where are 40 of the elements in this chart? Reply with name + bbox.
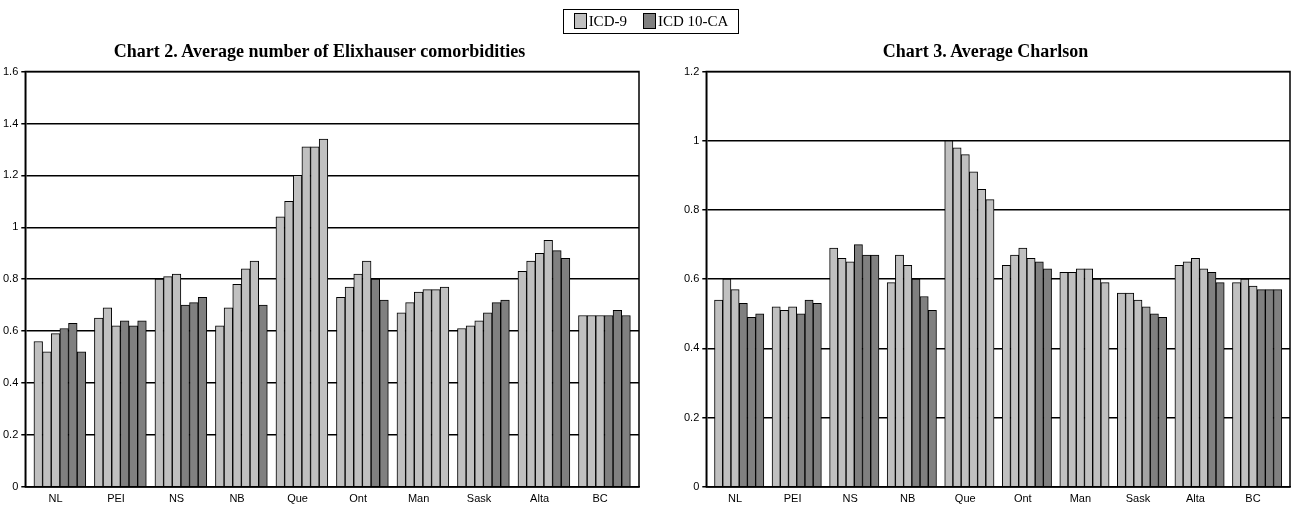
y-tick-label: 1.6 — [2, 64, 19, 77]
x-tick-label: Man — [1069, 492, 1092, 505]
y-tick-label: 0.8 — [683, 203, 700, 216]
y-tick-label: 0.4 — [2, 376, 19, 389]
x-tick-label: Man — [407, 492, 430, 505]
y-tick-label: 1 — [693, 133, 700, 146]
y-tick-label: 0.6 — [683, 272, 700, 285]
x-tick-label: Ont — [1013, 492, 1032, 505]
x-tick-label: NL — [728, 492, 743, 505]
x-tick-label: NS — [842, 492, 858, 505]
y-tick-label: 0.8 — [2, 272, 19, 285]
y-tick-label: 0.2 — [683, 410, 700, 423]
y-tick-label: 1.2 — [683, 64, 700, 77]
x-tick-label: NB — [900, 492, 916, 505]
x-tick-label: Ont — [349, 492, 367, 505]
y-tick-label: 0 — [12, 479, 19, 492]
x-tick-label: NS — [168, 492, 185, 505]
x-tick-label: PEI — [107, 492, 125, 505]
y-tick-label: 0.4 — [683, 341, 700, 354]
legend-label: ICD-9 — [588, 12, 627, 30]
x-tick-label: Sask — [466, 492, 492, 505]
x-tick-label: BC — [1245, 492, 1261, 505]
x-tick-label: Alta — [1185, 492, 1206, 505]
x-tick-label: Que — [954, 492, 976, 505]
y-tick-label: 1 — [12, 220, 19, 233]
chart-title: Chart 3. Average Charlson — [882, 41, 1089, 62]
x-tick-label: Que — [287, 492, 308, 505]
x-tick-label: NB — [229, 492, 245, 505]
x-tick-label: BC — [592, 492, 608, 505]
y-tick-label: 1.2 — [2, 168, 19, 181]
y-tick-label: 0.2 — [2, 427, 19, 440]
legend-label: ICD 10-CA — [657, 12, 729, 30]
y-tick-label: 0 — [693, 479, 700, 492]
x-tick-label: NL — [48, 492, 63, 505]
y-tick-label: 0.6 — [2, 324, 19, 337]
x-tick-label: Alta — [530, 492, 550, 505]
x-tick-label: PEI — [783, 492, 802, 505]
x-tick-label: Sask — [1125, 492, 1151, 505]
chart-title: Chart 2. Average number of Elixhauser comorbidities — [113, 41, 526, 62]
y-tick-label: 1.4 — [2, 116, 19, 129]
